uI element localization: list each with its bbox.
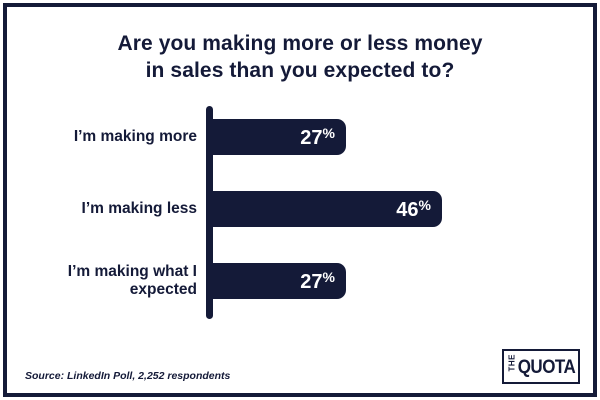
logo-the-text: THE — [507, 354, 517, 372]
category-label: I’m making less — [81, 200, 197, 218]
quota-logo: THE QUOTA — [502, 349, 580, 384]
bar: 27% — [210, 263, 346, 299]
percent-sign: % — [322, 268, 335, 285]
source-note: Source: LinkedIn Poll, 2,252 respondents — [25, 370, 231, 382]
percent-sign: % — [418, 196, 431, 213]
percent-sign: % — [322, 124, 335, 141]
chart-row: I’m making less 46% — [0, 191, 600, 227]
value-label: 27% — [300, 268, 335, 293]
category-label: I’m making more — [73, 128, 197, 146]
bar: 46% — [210, 191, 442, 227]
y-axis-line — [206, 106, 213, 319]
logo-quota-text: QUOTA — [517, 355, 576, 377]
chart-row: I’m making what I expected 27% — [0, 263, 600, 299]
bar: 27% — [210, 119, 346, 155]
value-label: 27% — [300, 124, 335, 149]
chart-title: Are you making more or less money in sal… — [0, 30, 600, 85]
chart-row: I’m making more 27% — [0, 119, 600, 155]
chart-title-line1: Are you making more or less money — [117, 32, 483, 55]
value-label: 46% — [396, 196, 431, 221]
category-label: I’m making what I expected — [67, 263, 197, 298]
chart-title-line2: in sales than you expected to? — [145, 59, 455, 83]
